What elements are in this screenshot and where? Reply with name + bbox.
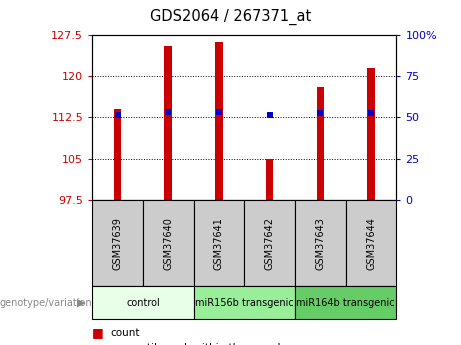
- Text: control: control: [126, 298, 160, 308]
- Text: ■: ■: [92, 326, 104, 339]
- Text: GSM37643: GSM37643: [315, 217, 325, 270]
- Text: GDS2064 / 267371_at: GDS2064 / 267371_at: [150, 9, 311, 25]
- Text: miR156b transgenic: miR156b transgenic: [195, 298, 294, 308]
- Bar: [317, 87, 324, 200]
- Bar: [215, 42, 223, 200]
- Bar: [114, 109, 121, 200]
- Text: GSM37640: GSM37640: [163, 217, 173, 270]
- Text: ■: ■: [92, 342, 104, 345]
- Text: genotype/variation: genotype/variation: [0, 298, 93, 308]
- Text: ▶: ▶: [77, 298, 85, 308]
- Bar: [367, 68, 375, 200]
- Bar: [165, 46, 172, 200]
- Text: GSM37644: GSM37644: [366, 217, 376, 270]
- Text: GSM37639: GSM37639: [112, 217, 123, 270]
- Text: GSM37641: GSM37641: [214, 217, 224, 270]
- Text: GSM37642: GSM37642: [265, 217, 275, 270]
- Text: count: count: [111, 328, 140, 338]
- Text: miR164b transgenic: miR164b transgenic: [296, 298, 395, 308]
- Bar: [266, 159, 273, 200]
- Text: percentile rank within the sample: percentile rank within the sample: [111, 344, 287, 345]
